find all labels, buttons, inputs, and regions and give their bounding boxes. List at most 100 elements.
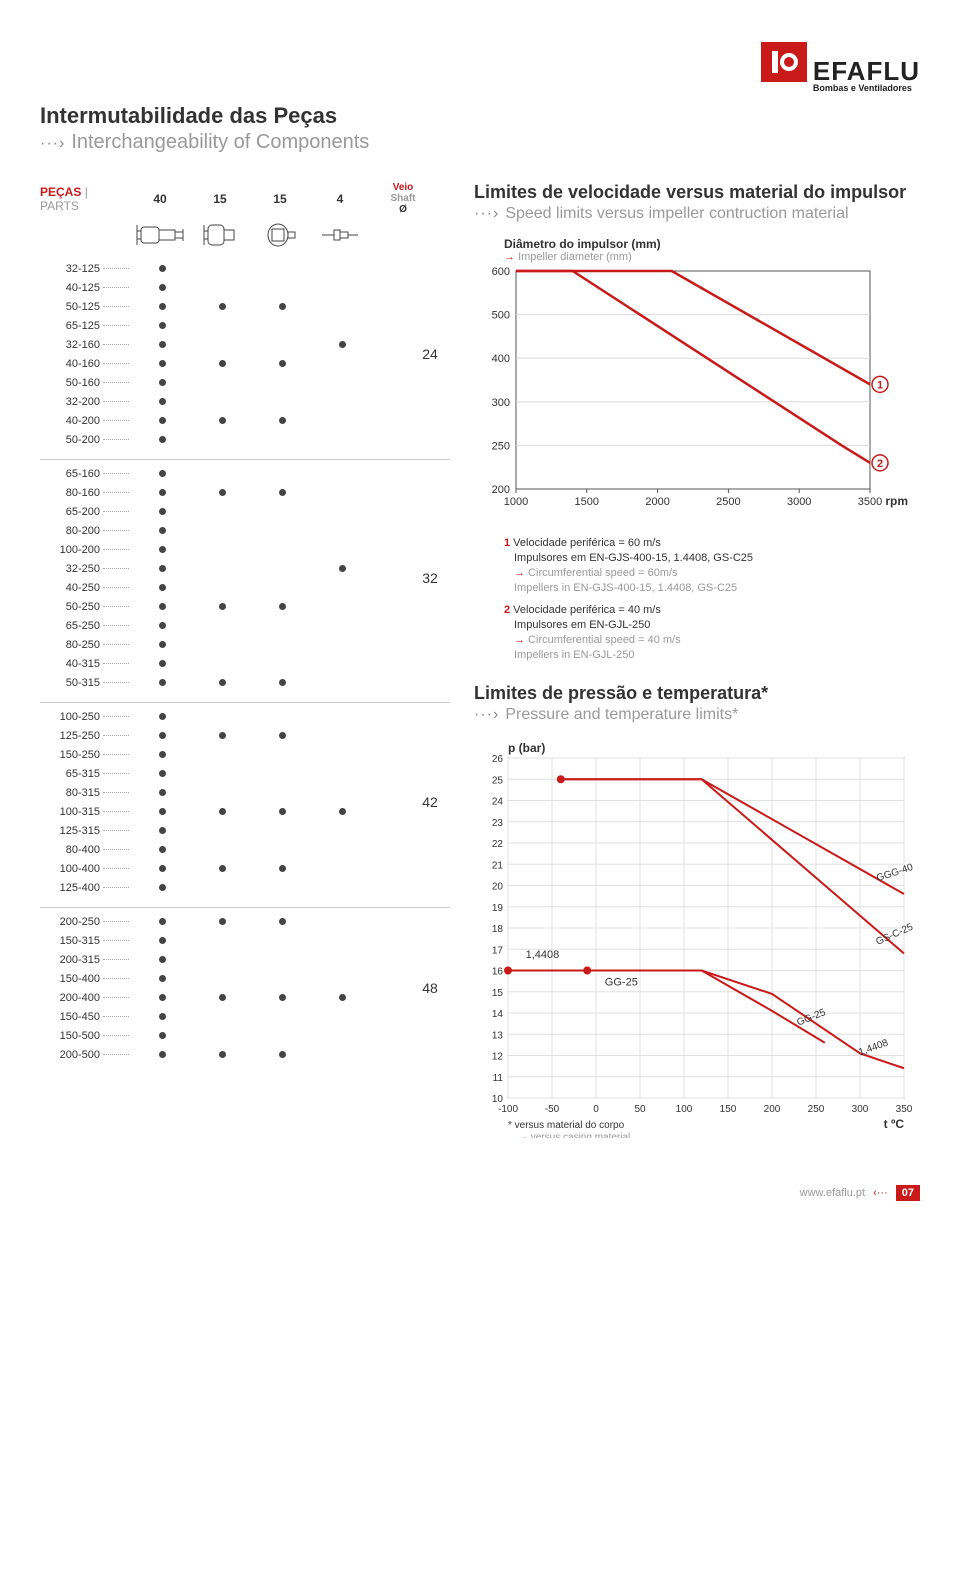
parts-dot [336, 730, 348, 742]
parts-row: 65-160 [40, 464, 450, 483]
svg-text:t ºC: t ºC [884, 1117, 905, 1131]
svg-text:350: 350 [896, 1104, 913, 1115]
svg-text:-100: -100 [498, 1104, 518, 1115]
svg-text:16: 16 [492, 966, 504, 977]
svg-text:3000: 3000 [787, 496, 811, 508]
svg-text:150: 150 [720, 1104, 737, 1115]
parts-dot [276, 544, 288, 556]
parts-dot [276, 639, 288, 651]
parts-row: 65-200 [40, 502, 450, 521]
svg-text:400: 400 [492, 353, 510, 365]
parts-dot [276, 1011, 288, 1023]
parts-dot [156, 749, 168, 761]
svg-text:300: 300 [852, 1104, 869, 1115]
parts-dot [216, 263, 228, 275]
parts-row-name: 50-315 [40, 677, 100, 689]
parts-dot [336, 377, 348, 389]
parts-row: 150-450 [40, 1007, 450, 1026]
parts-dot [276, 339, 288, 351]
parts-dot [156, 992, 168, 1004]
parts-row-name: 150-450 [40, 1011, 100, 1023]
svg-text:23: 23 [492, 818, 504, 829]
parts-row: 100-200 [40, 540, 450, 559]
parts-dot [276, 973, 288, 985]
parts-dot [336, 415, 348, 427]
parts-dot [276, 935, 288, 947]
speed-legend: 1 Velocidade periférica = 60 m/sImpulsor… [504, 536, 920, 663]
parts-dot [336, 863, 348, 875]
parts-dot [216, 506, 228, 518]
parts-dot [156, 544, 168, 556]
page-title-pt: Intermutabilidade das Peças [40, 103, 920, 129]
svg-text:250: 250 [808, 1104, 825, 1115]
parts-dot [156, 487, 168, 499]
parts-col-header: 15 [190, 192, 250, 206]
parts-dot [336, 935, 348, 947]
parts-dot [156, 320, 168, 332]
svg-text:26: 26 [492, 754, 504, 765]
parts-dot [216, 658, 228, 670]
parts-dot [156, 1011, 168, 1023]
parts-dot [216, 973, 228, 985]
parts-dot [156, 620, 168, 632]
parts-row-name: 65-200 [40, 506, 100, 518]
part-icon-3 [250, 222, 310, 248]
parts-row: 40-160 [40, 354, 450, 373]
svg-text:19: 19 [492, 903, 504, 914]
part-icon-1 [130, 221, 190, 249]
parts-group: 48200-250150-315200-315150-400200-400150… [40, 912, 450, 1064]
parts-dot [276, 863, 288, 875]
svg-text:600: 600 [492, 266, 510, 278]
parts-dot [336, 992, 348, 1004]
parts-row-name: 32-250 [40, 563, 100, 575]
brand-tagline: Bombas e Ventiladores [813, 84, 920, 93]
part-icon-2 [190, 221, 250, 249]
parts-dot [336, 1030, 348, 1042]
parts-row: 100-250 [40, 707, 450, 726]
parts-dot [336, 677, 348, 689]
parts-row: 40-200 [40, 411, 450, 430]
parts-dot [276, 301, 288, 313]
parts-dot [276, 749, 288, 761]
parts-row-name: 65-125 [40, 320, 100, 332]
parts-row-name: 100-315 [40, 806, 100, 818]
parts-dot [336, 320, 348, 332]
shaft-label-pt: Veio [370, 182, 436, 193]
speed-legend-item: 2 Velocidade periférica = 40 m/sImpulsor… [504, 603, 920, 662]
svg-text:GG-25: GG-25 [605, 976, 638, 988]
svg-text:2: 2 [877, 458, 883, 470]
parts-group: 42100-250125-250150-25065-31580-315100-3… [40, 707, 450, 897]
arrow-dots-icon [40, 131, 65, 154]
parts-col-header: 4 [310, 192, 370, 206]
parts-dot [276, 263, 288, 275]
parts-dot [216, 992, 228, 1004]
svg-text:12: 12 [492, 1051, 504, 1062]
parts-dot [336, 601, 348, 613]
parts-dot [276, 582, 288, 594]
parts-dot [156, 916, 168, 928]
parts-dot [216, 749, 228, 761]
parts-dot [276, 787, 288, 799]
parts-row-name: 65-315 [40, 768, 100, 780]
svg-text:200: 200 [492, 484, 510, 496]
parts-dot [156, 639, 168, 651]
parts-label-pt: PEÇAS [40, 185, 81, 199]
parts-dot [156, 711, 168, 723]
pressure-title-pt: Limites de pressão e temperatura* [474, 683, 920, 704]
parts-dot [336, 1011, 348, 1023]
parts-row: 50-250 [40, 597, 450, 616]
parts-dot [276, 1030, 288, 1042]
parts-dot [336, 544, 348, 556]
parts-dot [216, 320, 228, 332]
parts-dot [216, 415, 228, 427]
svg-text:→ versus casing material: → versus casing material [518, 1132, 630, 1138]
parts-dot [156, 282, 168, 294]
parts-dot [336, 844, 348, 856]
parts-col-header: 40 [130, 192, 190, 206]
parts-dot [336, 973, 348, 985]
svg-text:50: 50 [634, 1104, 646, 1115]
svg-text:20: 20 [492, 881, 504, 892]
parts-row: 32-125 [40, 259, 450, 278]
parts-dot [156, 301, 168, 313]
arrow-left-icon: ‹··· [873, 1187, 888, 1199]
